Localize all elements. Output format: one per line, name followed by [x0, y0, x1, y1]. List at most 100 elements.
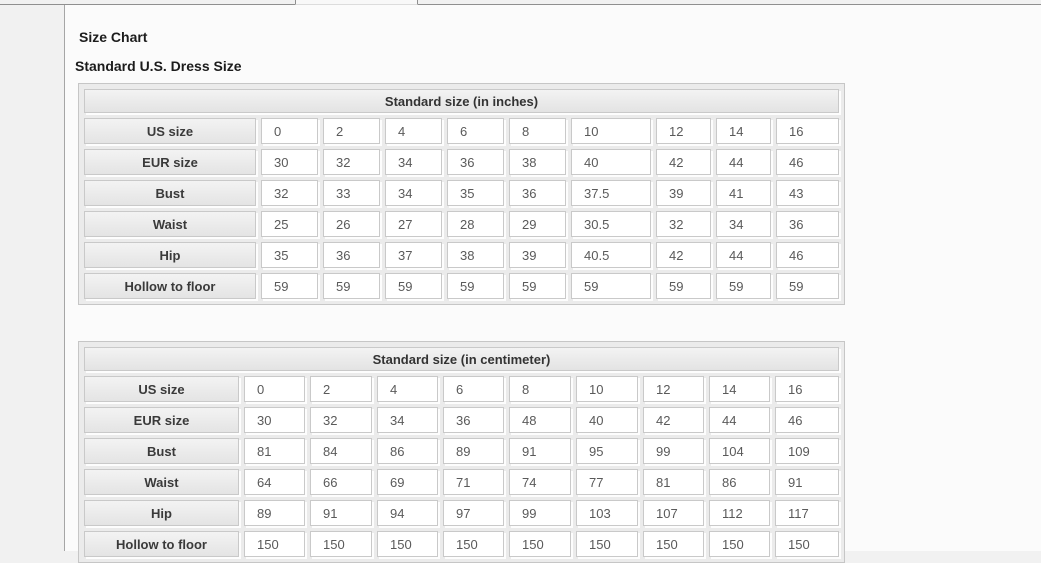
- row-label-cell: Hip: [84, 242, 256, 268]
- row-label-cell: Waist: [84, 469, 239, 495]
- data-cell: 94: [377, 500, 438, 526]
- data-cell: 150: [509, 531, 571, 557]
- data-cell: 16: [775, 376, 839, 402]
- data-cell: 35: [261, 242, 318, 268]
- data-cell: 32: [310, 407, 372, 433]
- data-cell: 2: [323, 118, 380, 144]
- data-cell: 112: [709, 500, 770, 526]
- data-cell: 46: [776, 242, 839, 268]
- data-cell: 89: [443, 438, 504, 464]
- data-cell: 37: [385, 242, 442, 268]
- row-label-cell: Waist: [84, 211, 256, 237]
- data-cell: 150: [775, 531, 839, 557]
- data-cell: 25: [261, 211, 318, 237]
- row-label-cell: Bust: [84, 438, 239, 464]
- data-cell: 43: [776, 180, 839, 206]
- data-cell: 34: [716, 211, 771, 237]
- data-cell: 44: [716, 242, 771, 268]
- row-label-cell: Hip: [84, 500, 239, 526]
- active-tab[interactable]: [295, 0, 418, 5]
- data-cell: 59: [323, 273, 380, 299]
- data-cell: 42: [656, 149, 711, 175]
- data-cell: 10: [576, 376, 638, 402]
- data-cell: 104: [709, 438, 770, 464]
- table-caption-row: Standard size (in inches): [84, 89, 839, 113]
- data-cell: 39: [509, 242, 566, 268]
- data-cell: 14: [709, 376, 770, 402]
- data-cell: 36: [323, 242, 380, 268]
- data-cell: 86: [709, 469, 770, 495]
- data-cell: 44: [709, 407, 770, 433]
- data-cell: 69: [377, 469, 438, 495]
- data-cell: 64: [244, 469, 305, 495]
- data-cell: 35: [447, 180, 504, 206]
- table-caption: Standard size (in inches): [84, 89, 839, 113]
- data-cell: 39: [656, 180, 711, 206]
- data-cell: 42: [643, 407, 704, 433]
- data-cell: 34: [377, 407, 438, 433]
- data-cell: 103: [576, 500, 638, 526]
- data-cell: 36: [776, 211, 839, 237]
- data-cell: 86: [377, 438, 438, 464]
- data-cell: 44: [716, 149, 771, 175]
- data-cell: 59: [509, 273, 566, 299]
- data-cell: 14: [716, 118, 771, 144]
- row-label-cell: US size: [84, 118, 256, 144]
- data-cell: 74: [509, 469, 571, 495]
- data-cell: 32: [656, 211, 711, 237]
- data-cell: 150: [443, 531, 504, 557]
- data-cell: 30.5: [571, 211, 651, 237]
- data-cell: 2: [310, 376, 372, 402]
- data-cell: 40: [571, 149, 651, 175]
- data-cell: 99: [509, 500, 571, 526]
- row-label-cell: EUR size: [84, 407, 239, 433]
- data-cell: 109: [775, 438, 839, 464]
- data-cell: 59: [776, 273, 839, 299]
- data-cell: 59: [447, 273, 504, 299]
- data-cell: 36: [447, 149, 504, 175]
- data-cell: 59: [571, 273, 651, 299]
- page-title: Size Chart: [79, 29, 1041, 45]
- data-cell: 99: [643, 438, 704, 464]
- data-cell: 8: [509, 376, 571, 402]
- data-cell: 59: [716, 273, 771, 299]
- data-cell: 32: [261, 180, 318, 206]
- data-cell: 150: [244, 531, 305, 557]
- data-cell: 59: [261, 273, 318, 299]
- data-cell: 12: [656, 118, 711, 144]
- row-label-cell: US size: [84, 376, 239, 402]
- data-cell: 27: [385, 211, 442, 237]
- tab-strip: [0, 0, 1041, 5]
- data-cell: 36: [443, 407, 504, 433]
- table-caption-row: Standard size (in centimeter): [84, 347, 839, 371]
- data-cell: 81: [244, 438, 305, 464]
- data-cell: 30: [261, 149, 318, 175]
- data-cell: 150: [576, 531, 638, 557]
- data-cell: 84: [310, 438, 372, 464]
- data-cell: 71: [443, 469, 504, 495]
- row-label-cell: Hollow to floor: [84, 273, 256, 299]
- data-cell: 89: [244, 500, 305, 526]
- table-caption: Standard size (in centimeter): [84, 347, 839, 371]
- data-cell: 107: [643, 500, 704, 526]
- data-cell: 26: [323, 211, 380, 237]
- data-cell: 37.5: [571, 180, 651, 206]
- data-cell: 150: [643, 531, 704, 557]
- data-cell: 30: [244, 407, 305, 433]
- data-cell: 41: [716, 180, 771, 206]
- content-panel: Size Chart Standard U.S. Dress Size Stan…: [64, 5, 1041, 551]
- data-cell: 77: [576, 469, 638, 495]
- data-cell: 4: [385, 118, 442, 144]
- row-label-cell: Bust: [84, 180, 256, 206]
- row-label-cell: EUR size: [84, 149, 256, 175]
